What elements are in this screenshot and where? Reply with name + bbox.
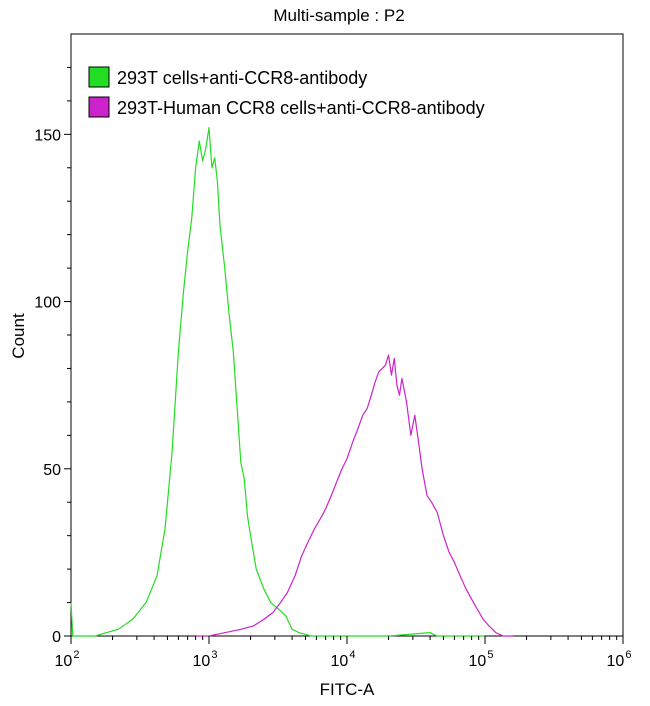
plot-frame — [70, 33, 624, 637]
x-tick-exponent: 5 — [487, 649, 493, 661]
x-tick-label: 102 — [55, 649, 80, 670]
legend-swatch-2 — [88, 96, 110, 118]
x-axis-label: FITC-A — [320, 680, 375, 699]
legend-label-2: 293T-Human CCR8 cells+anti-CCR8-antibody — [117, 98, 485, 118]
y-axis: 0 50 100 150 — [34, 66, 71, 646]
y-tick-label: 150 — [34, 127, 61, 144]
series-line-1 — [70, 127, 485, 637]
x-tick-exponent: 2 — [73, 649, 79, 661]
x-tick-label: 106 — [607, 649, 632, 670]
legend: 293T cells+anti-CCR8-antibody 293T-Human … — [88, 66, 485, 118]
chart-title: Multi-sample : P2 — [273, 6, 404, 25]
x-tick-exponent: 3 — [211, 649, 217, 661]
x-tick-exponent: 4 — [349, 649, 355, 661]
x-tick-label: 105 — [469, 649, 494, 670]
series-layer — [70, 127, 514, 637]
x-axis: 102 103 104 105 106 — [55, 636, 632, 670]
y-tick-label: 0 — [52, 629, 61, 646]
legend-label-1: 293T cells+anti-CCR8-antibody — [117, 68, 367, 88]
series-line-2 — [195, 354, 514, 637]
x-tick-label: 104 — [331, 649, 356, 670]
legend-swatch-1 — [88, 66, 110, 88]
x-tick-label: 103 — [193, 649, 218, 670]
y-tick-label: 100 — [34, 295, 61, 312]
y-tick-label: 50 — [43, 462, 61, 479]
y-axis-label: Count — [9, 313, 28, 359]
x-tick-exponent: 6 — [625, 649, 631, 661]
